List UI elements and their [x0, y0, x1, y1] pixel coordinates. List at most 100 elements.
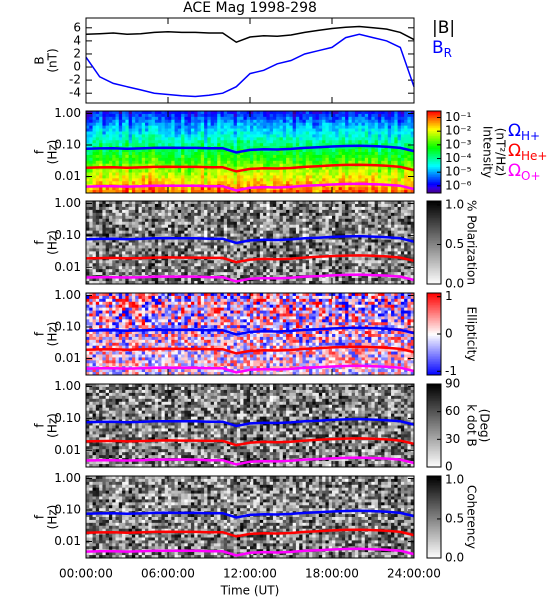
spectrogram-cell [194, 260, 198, 264]
spectrogram-cell [387, 215, 392, 220]
spectrogram-cell [377, 227, 382, 232]
spectrogram-cell [92, 212, 97, 217]
spectrogram-cell [295, 209, 300, 214]
spectrogram-cell [292, 218, 297, 223]
spectrogram-cell [328, 154, 333, 159]
spectrogram-cell [168, 175, 172, 179]
spectrogram-cell [299, 209, 303, 214]
spectrogram-cell [99, 224, 103, 229]
spectrogram-cell [377, 251, 382, 255]
spectrogram-cell [190, 230, 195, 235]
colorbar-cell [427, 163, 441, 166]
spectrogram-cell [368, 116, 372, 121]
spectrogram-cell [99, 201, 103, 205]
spectrogram-cell [295, 154, 300, 159]
spectrogram-cell [282, 175, 287, 179]
spectrogram-cell [250, 236, 254, 240]
spectrogram-cell [371, 209, 376, 214]
spectrogram-cell [332, 172, 336, 176]
spectrogram-cell [213, 227, 218, 232]
spectrogram-cell [299, 181, 303, 185]
spectrogram-cell [125, 143, 130, 147]
spectrogram-cell [305, 242, 310, 246]
spectrogram-cell [164, 201, 169, 205]
spectrogram-cell [194, 218, 198, 223]
spectrogram-cell [266, 187, 271, 191]
spectrogram-cell [151, 242, 156, 246]
spectrogram-cell [223, 212, 228, 217]
spectrogram-cell [207, 218, 212, 223]
spectrogram-cell [164, 206, 169, 211]
spectrogram-cell [223, 134, 228, 138]
spectrogram-cell [309, 172, 313, 176]
spectrogram-cell [174, 122, 179, 127]
spectrogram-cell [243, 178, 248, 182]
spectrogram-cell [151, 260, 156, 264]
spectrogram-cell [168, 166, 172, 170]
spectrogram-cell [174, 187, 179, 191]
spectrogram-cell [194, 178, 198, 182]
spectrogram-cell [318, 201, 323, 205]
spectrogram-cell [256, 260, 261, 264]
spectrogram-cell [230, 131, 234, 135]
spectrogram-cell [187, 119, 192, 124]
spectrogram-cell [387, 203, 392, 208]
spectrogram-cell [131, 190, 136, 194]
spectrogram-cell [269, 187, 274, 191]
spectrogram-cell [315, 154, 320, 159]
spectrogram-cell [227, 122, 231, 127]
spectrogram-cell [158, 111, 162, 115]
spectrogram-cell [240, 172, 244, 176]
spectrogram-cell [250, 242, 254, 246]
spectrogram-cell [217, 172, 221, 176]
spectrogram-cell [276, 169, 280, 173]
spectrogram-cell [213, 178, 218, 182]
spectrogram-cell [171, 154, 175, 159]
spectrogram-cell [397, 230, 402, 235]
spectrogram-cell [259, 227, 264, 232]
spectrogram-cell [236, 131, 241, 135]
spectrogram-cell [99, 113, 103, 118]
spectrogram-cell [148, 166, 152, 170]
spectrogram-cell [394, 230, 398, 235]
colorbar-cell [427, 129, 441, 132]
legend-name: Ω [508, 161, 521, 181]
spectrogram-cell [213, 242, 218, 246]
spectrogram-cell [154, 163, 159, 168]
spectrogram-cell [240, 154, 244, 159]
spectrogram-cell [286, 233, 290, 237]
colorbar-cell [427, 155, 441, 158]
spectrogram-cell [171, 172, 175, 176]
spectrogram-cell [118, 190, 123, 194]
spectrogram-cell [322, 137, 326, 141]
spectrogram-cell [266, 143, 271, 147]
spectrogram-cell [210, 218, 215, 223]
spectrogram-cell [125, 175, 130, 179]
spectrogram-cell [410, 201, 415, 205]
spectrogram-cell [299, 245, 303, 249]
spectrogram-cell [207, 163, 212, 168]
spectrogram-cell [171, 116, 175, 121]
spectrogram-cell [128, 230, 133, 235]
spectrogram-cell [318, 149, 323, 153]
spectrogram-cell [99, 233, 103, 237]
spectrogram-cell [207, 172, 212, 176]
spectrogram-cell [397, 190, 402, 194]
spectrogram-cell [266, 178, 271, 182]
spectrogram-cell [115, 245, 120, 249]
colorbar-cell [427, 156, 441, 159]
spectrogram-cell [276, 137, 280, 141]
spectrogram-cell [118, 230, 123, 235]
spectrogram-cell [204, 224, 208, 229]
spectrogram-cell [391, 257, 395, 261]
spectrogram-cell [240, 206, 244, 211]
spectrogram-cell [89, 157, 93, 162]
spectrogram-cell [151, 239, 156, 243]
spectrogram-cell [108, 122, 113, 127]
spectrogram-cell [102, 233, 107, 237]
spectrogram-cell [410, 245, 415, 249]
spectrogram-cell [374, 178, 379, 182]
spectrogram-cell [148, 227, 152, 232]
spectrogram-cell [145, 134, 149, 138]
spectrogram-cell [250, 184, 254, 188]
